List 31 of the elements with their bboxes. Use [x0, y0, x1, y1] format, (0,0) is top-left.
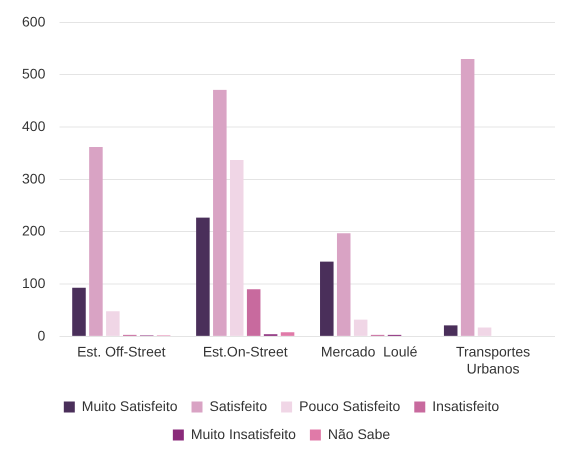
y-tick-label: 200: [22, 222, 46, 239]
legend-label: Muito Insatisfeito: [190, 426, 296, 442]
bar: [196, 218, 210, 336]
bar: [213, 90, 227, 336]
x-tick-label: Mercado Loulé: [320, 344, 418, 360]
bar: [444, 325, 458, 336]
bar: [72, 288, 86, 336]
y-tick-label: 400: [22, 118, 46, 134]
x-tick-label: Transportes Urbanos: [456, 344, 530, 376]
bar: [336, 233, 351, 336]
y-tick-label: 100: [22, 274, 46, 291]
bar: [246, 289, 260, 336]
bar: [354, 320, 368, 336]
bar: [320, 262, 334, 336]
bar: [460, 59, 474, 336]
legend-label: Não Sabe: [328, 426, 390, 442]
legend-label: Insatisfeito: [432, 398, 500, 414]
x-tick-label: Est. Off-Street: [77, 344, 166, 360]
y-tick-label: 500: [22, 66, 46, 82]
bar: [230, 160, 244, 336]
y-tick-label: 300: [22, 170, 46, 186]
legend-label: Muito Satisfeito: [82, 398, 178, 414]
bar: [106, 311, 120, 336]
legend-label: Pouco Satisfeito: [299, 398, 400, 414]
y-tick-label: 600: [22, 13, 46, 30]
y-tick-label: 0: [38, 327, 46, 344]
bar: [89, 146, 103, 336]
legend-label: Satisfeito: [210, 398, 268, 414]
x-tick-label: Est.On-Street: [202, 344, 288, 360]
bar: [478, 328, 492, 336]
bar: [280, 332, 294, 336]
